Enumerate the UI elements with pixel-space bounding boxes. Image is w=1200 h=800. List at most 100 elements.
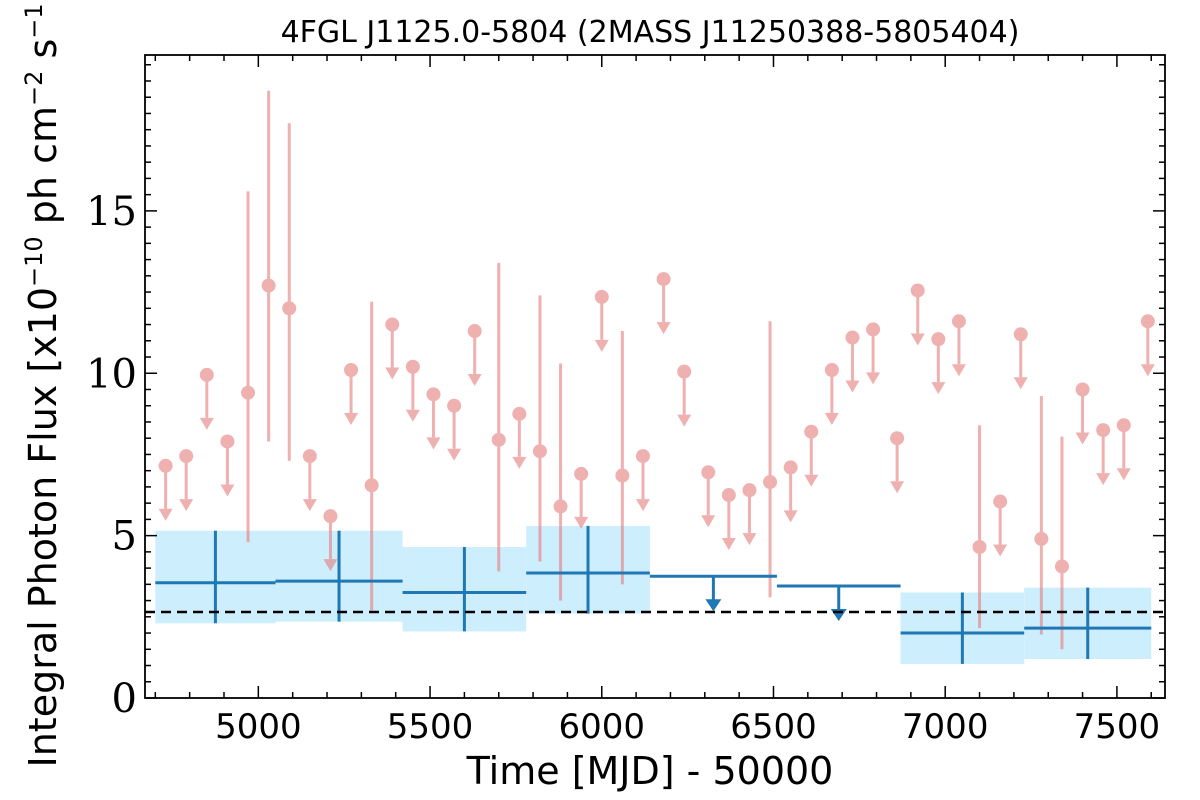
short-bin-point [993, 494, 1008, 557]
flux-marker [532, 444, 547, 459]
flux-marker [405, 359, 420, 374]
long-bin-point [402, 546, 527, 632]
flux-marker [323, 509, 338, 524]
x-tick-label: 7000 [902, 707, 989, 747]
short-bin-point [282, 123, 297, 461]
flux-marker [574, 466, 589, 481]
flux-marker [742, 483, 757, 498]
upper-limit-arrow [993, 544, 1008, 557]
upper-limit-arrow [1096, 473, 1111, 486]
y-tick-label: 5 [112, 514, 137, 560]
flux-marker [824, 363, 839, 378]
upper-limit-arrow [302, 499, 317, 512]
short-bin-point [512, 406, 527, 469]
upper-limit-arrow [721, 538, 736, 551]
short-bin-point [1140, 314, 1155, 377]
short-bin-point [574, 466, 589, 529]
axes: 5000 5500 6000 6500 7000 7500 0 5 10 15 [86, 54, 1166, 747]
upper-limit-arrow [931, 382, 946, 395]
short-bin-point [467, 324, 482, 387]
flux-marker [1075, 382, 1090, 397]
short-bin-point [426, 387, 441, 450]
upper-limit-arrow [1013, 377, 1028, 390]
short-bin-point [385, 317, 400, 380]
short-bin-point [721, 488, 736, 551]
short-bin-point [553, 363, 568, 601]
upper-limit-arrow [323, 559, 338, 572]
short-bin-point [824, 363, 839, 426]
flux-marker [553, 499, 568, 514]
short-bin-point [931, 332, 946, 395]
short-bin-point [220, 434, 235, 497]
flux-marker [1054, 559, 1069, 574]
flux-marker [385, 317, 400, 332]
flux-marker [158, 458, 173, 473]
flux-marker [845, 330, 860, 345]
flux-marker [1034, 531, 1049, 546]
short-bin-point [302, 449, 317, 512]
upper-limit-arrow [824, 413, 839, 426]
flux-marker [344, 363, 359, 378]
flux-marker [890, 431, 905, 446]
short-bin-point [241, 191, 256, 543]
short-bin-point [1116, 418, 1131, 481]
upper-limit-arrow [951, 364, 966, 377]
flux-marker [302, 449, 317, 464]
flux-marker [220, 434, 235, 449]
upper-limit-arrow [426, 437, 441, 450]
short-bin-point [635, 449, 650, 512]
flux-marker [615, 468, 630, 483]
flux-marker [783, 460, 798, 475]
upper-limit-arrow [467, 374, 482, 387]
flux-marker [364, 478, 379, 493]
upper-limit-arrow [910, 333, 925, 346]
flux-marker [656, 272, 671, 287]
flux-marker [282, 301, 297, 316]
x-tick-label: 5500 [387, 707, 474, 747]
short-bin-point [866, 322, 881, 385]
flux-marker [951, 314, 966, 329]
short-bin-point [1034, 395, 1049, 635]
x-tick-label: 7500 [1074, 707, 1161, 747]
y-tick-label: 15 [86, 189, 137, 235]
y-axis-label: Integral Photon Flux [x10−10 ph cm−2 s−1… [20, 0, 65, 767]
short-bin-point [1096, 423, 1111, 486]
short-bin-point [447, 398, 462, 461]
x-tick-label: 6000 [559, 707, 646, 747]
short-bin-point [491, 262, 506, 572]
flux-marker [1116, 418, 1131, 433]
upper-limit-arrow [866, 372, 881, 385]
short-bin-point [763, 321, 778, 598]
y-tick-label: 0 [112, 676, 137, 722]
short-bin-point [701, 465, 716, 528]
upper-limit-arrow [705, 599, 722, 612]
short-bin-point [1075, 382, 1090, 445]
flux-marker [241, 385, 256, 400]
short-bin-point [158, 458, 173, 521]
short-bin-point [890, 431, 905, 494]
flux-marker [721, 488, 736, 503]
upper-limit-arrow [635, 499, 650, 512]
flux-marker [677, 364, 692, 379]
upper-limit-arrow [158, 508, 173, 521]
upper-limit-arrow [1116, 468, 1131, 481]
plot-area [145, 90, 1165, 664]
x-tick-label: 5000 [215, 707, 302, 747]
short-bin-point [179, 449, 194, 512]
short-bin-point [656, 272, 671, 335]
flux-marker [910, 283, 925, 298]
long-bin-point [275, 530, 403, 622]
short-bin-point [742, 483, 757, 546]
short-bin-point [972, 425, 987, 629]
long-bin-point [776, 584, 901, 621]
short-bin-point [615, 331, 630, 585]
flux-marker [804, 424, 819, 439]
upper-limit-arrow [199, 417, 214, 430]
short-bin-point [199, 367, 214, 430]
upper-limit-arrow [405, 409, 420, 422]
long-bin-point [900, 592, 1025, 664]
flux-marker [179, 449, 194, 464]
short-bin-point [910, 283, 925, 346]
flux-marker [512, 406, 527, 421]
long-bin-point [526, 525, 650, 614]
